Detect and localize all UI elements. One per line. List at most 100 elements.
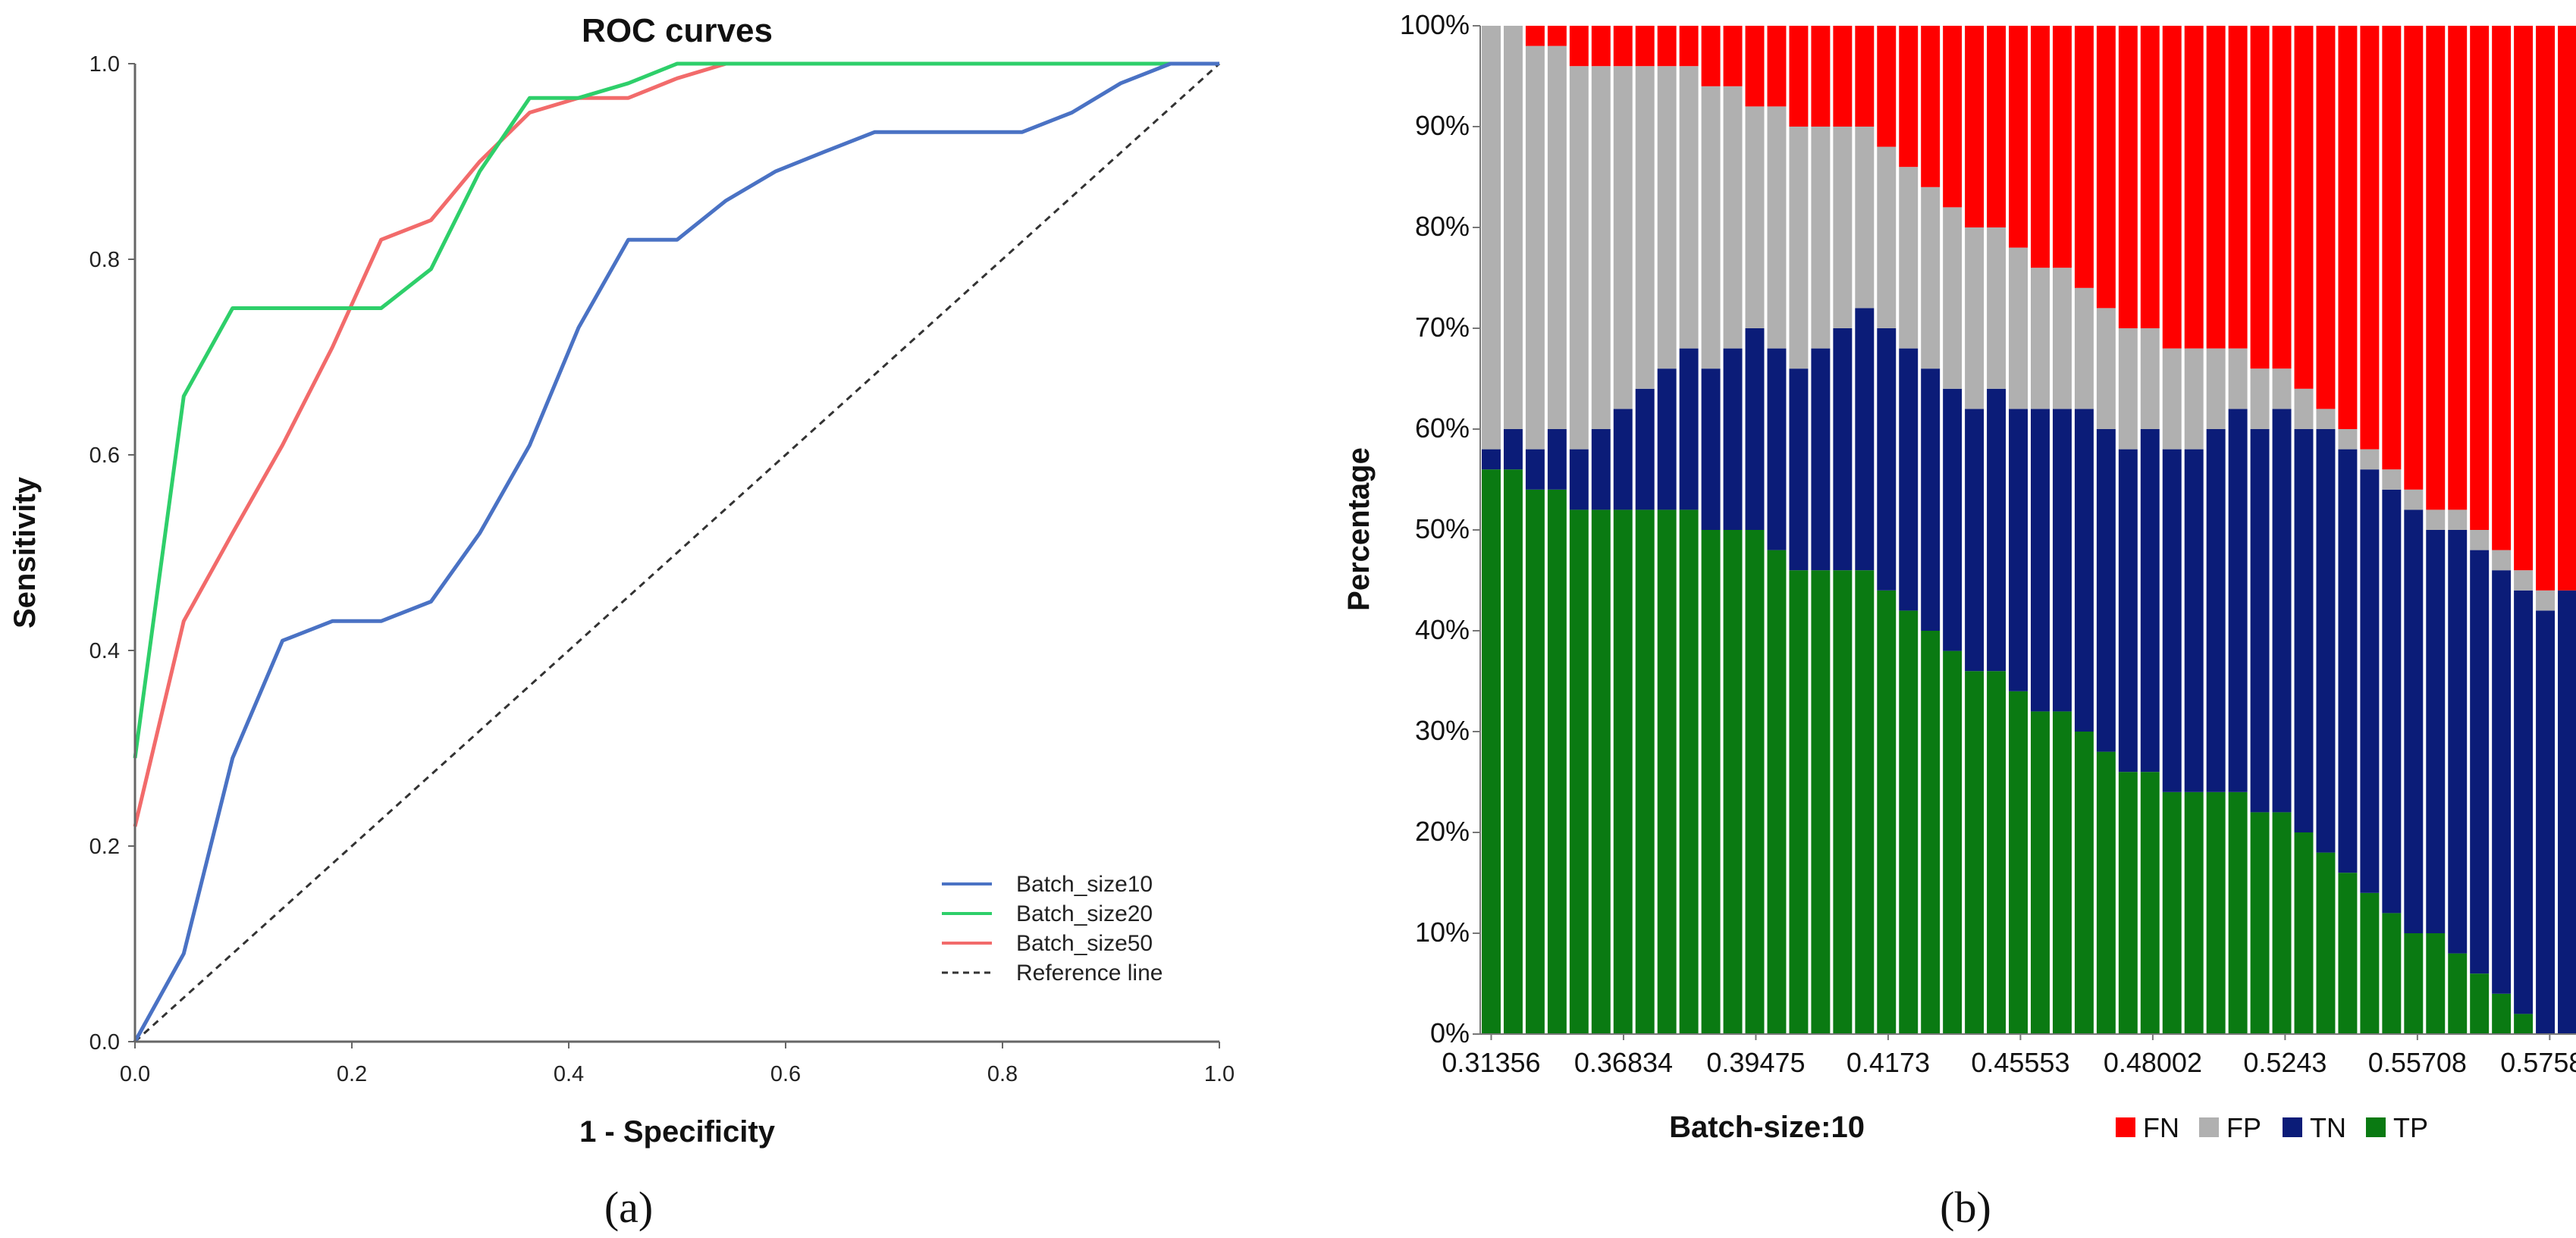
roc-title: ROC curves xyxy=(582,12,773,49)
bar-y-axis-label: Percentage xyxy=(1342,447,1376,611)
bar-segment-fn xyxy=(2228,26,2248,349)
bar-segment-tp xyxy=(1789,570,1809,1034)
bar-segment-fn xyxy=(2118,26,2138,328)
bar-segment-fp xyxy=(2118,328,2138,450)
bar-segment-fn xyxy=(2009,26,2028,248)
bar-x-tick-label: 0.55708 xyxy=(2368,1047,2467,1078)
bar-segment-fp xyxy=(2514,570,2534,591)
bar-segment-tp xyxy=(2118,772,2138,1034)
bar-segment-fn xyxy=(2316,26,2336,409)
bar-segment-fn xyxy=(1987,26,2007,227)
bar-segment-tn xyxy=(1482,449,1501,470)
bar-segment-fp xyxy=(1503,26,1523,429)
bar-segment-tp xyxy=(1591,509,1611,1034)
roc-lines xyxy=(133,61,1221,1043)
bar-segment-fp xyxy=(1723,86,1743,349)
bar-segment-tp xyxy=(2228,791,2248,1034)
bar-segment-fn xyxy=(2514,26,2534,571)
panel-a-label: (a) xyxy=(604,1183,653,1232)
bar-segment-fp xyxy=(2250,368,2270,429)
roc-y-tick-label: 0.8 xyxy=(89,248,120,272)
bar-segment-fn xyxy=(1723,26,1743,86)
bar-segment-tp xyxy=(2360,892,2380,1034)
bar-segment-tn xyxy=(2074,409,2094,732)
bar-segment-fn xyxy=(2206,26,2226,349)
bar-y-tick-label: 40% xyxy=(1415,614,1470,645)
roc-ticks: 0.0 0.2 0.4 0.6 0.8 1.0 0.0 0.2 0.4 0.6 0.8 1.0 xyxy=(89,52,1235,1086)
bar-segment-tp xyxy=(2272,812,2292,1034)
bar-segment-fp xyxy=(1767,106,1787,349)
bar-legend-swatch-tp xyxy=(2366,1117,2386,1137)
bar-segment-tn xyxy=(2514,590,2534,1014)
bar-segment-tp xyxy=(1943,650,1963,1034)
bar-segment-fp xyxy=(2338,429,2358,450)
roc-series-batch-size50 xyxy=(133,61,1219,827)
bar-x-axis-label: Batch-size:10 xyxy=(1669,1111,1865,1144)
bar-segment-tn xyxy=(2470,550,2490,974)
bar-segment-tn xyxy=(1503,429,1523,470)
bar-y-tick-label: 70% xyxy=(1415,312,1470,343)
bar-segment-tn xyxy=(2140,429,2160,773)
bar-y-tick-label: 0% xyxy=(1430,1017,1470,1048)
bar-x-tick-label: 0.57586 xyxy=(2500,1047,2576,1078)
bar-y-tick-label: 60% xyxy=(1415,412,1470,443)
bar-segment-tp xyxy=(1525,489,1545,1034)
roc-y-axis-label: Sensitivity xyxy=(8,476,42,628)
bar-segment-fp xyxy=(2031,268,2050,409)
bar-segment-fp xyxy=(1591,66,1611,429)
bar-segment-tp xyxy=(2382,913,2402,1034)
bar-segment-fp xyxy=(2448,509,2468,530)
bar-segment-fn xyxy=(2404,26,2424,490)
roc-x-tick-label: 0.0 xyxy=(120,1062,150,1086)
bar-segment-tn xyxy=(1613,409,1633,510)
bar-segment-tp xyxy=(1657,509,1677,1034)
bar-segment-fn xyxy=(2536,26,2556,591)
bar-segment-tn xyxy=(1921,368,1941,631)
bar-segment-tn xyxy=(2031,409,2050,712)
roc-x-tick-label: 0.4 xyxy=(554,1062,584,1086)
bar-segment-tp xyxy=(2052,711,2072,1034)
bar-segment-fp xyxy=(2052,268,2072,409)
roc-series-reference-line xyxy=(133,62,1221,1043)
roc-chart: 0.0 0.2 0.4 0.6 0.8 1.0 0.0 0.2 0.4 0.6 0.8 1.0 ROC… xyxy=(8,12,1235,1149)
bar-segment-tn xyxy=(2250,429,2270,813)
roc-x-tick-label: 0.8 xyxy=(987,1062,1018,1086)
bar-segment-fp xyxy=(2228,348,2248,409)
bar-segment-tn xyxy=(2272,409,2292,813)
bar-legend: FN FP TN TP xyxy=(2116,1112,2428,1143)
bar-segment-fp xyxy=(1943,207,1963,389)
bar-x-tick-label: 0.39475 xyxy=(1706,1047,1805,1078)
bar-segment-tp xyxy=(1899,610,1919,1034)
bar-segment-fp xyxy=(2404,489,2424,510)
roc-y-tick-label: 0.2 xyxy=(89,835,120,859)
bar-legend-label-tn: TN xyxy=(2310,1112,2346,1143)
bar-segment-fn xyxy=(2074,26,2094,288)
bar-segment-fp xyxy=(2206,348,2226,429)
bar-segment-tp xyxy=(1833,570,1853,1034)
bar-segment-tp xyxy=(1613,509,1633,1034)
bar-segment-fp xyxy=(1679,66,1699,349)
bar-segment-fp xyxy=(1635,66,1655,389)
bar-segment-fn xyxy=(1811,26,1831,127)
roc-y-tick-label: 1.0 xyxy=(89,52,120,77)
roc-series-batch-size10 xyxy=(133,61,1219,1043)
bar-segment-tn xyxy=(1855,308,1875,571)
bar-segment-tp xyxy=(2448,953,2468,1034)
bar-segment-fn xyxy=(2448,26,2468,510)
bar-segment-fn xyxy=(1635,26,1655,67)
bar-segment-fp xyxy=(2074,287,2094,409)
bar-segment-fp xyxy=(1921,186,1941,369)
bar-segment-fn xyxy=(2338,26,2358,429)
roc-legend: Batch_size10 Batch_size20 Batch_size50 Refe… xyxy=(942,872,1162,986)
bar-segment-tn xyxy=(1943,388,1963,651)
bar-segment-tp xyxy=(2316,852,2336,1034)
bar-segment-fn xyxy=(1613,26,1633,67)
bar-segment-tp xyxy=(1569,509,1589,1034)
bar-segment-tp xyxy=(1701,530,1721,1034)
bar-segment-tn xyxy=(2404,509,2424,933)
bar-segment-tn xyxy=(1877,328,1897,591)
bar-segment-fp xyxy=(2470,530,2490,550)
bar-segment-fn xyxy=(2360,26,2380,450)
bar-segment-fp xyxy=(2426,509,2446,530)
bar-segment-fp xyxy=(1965,227,1985,409)
